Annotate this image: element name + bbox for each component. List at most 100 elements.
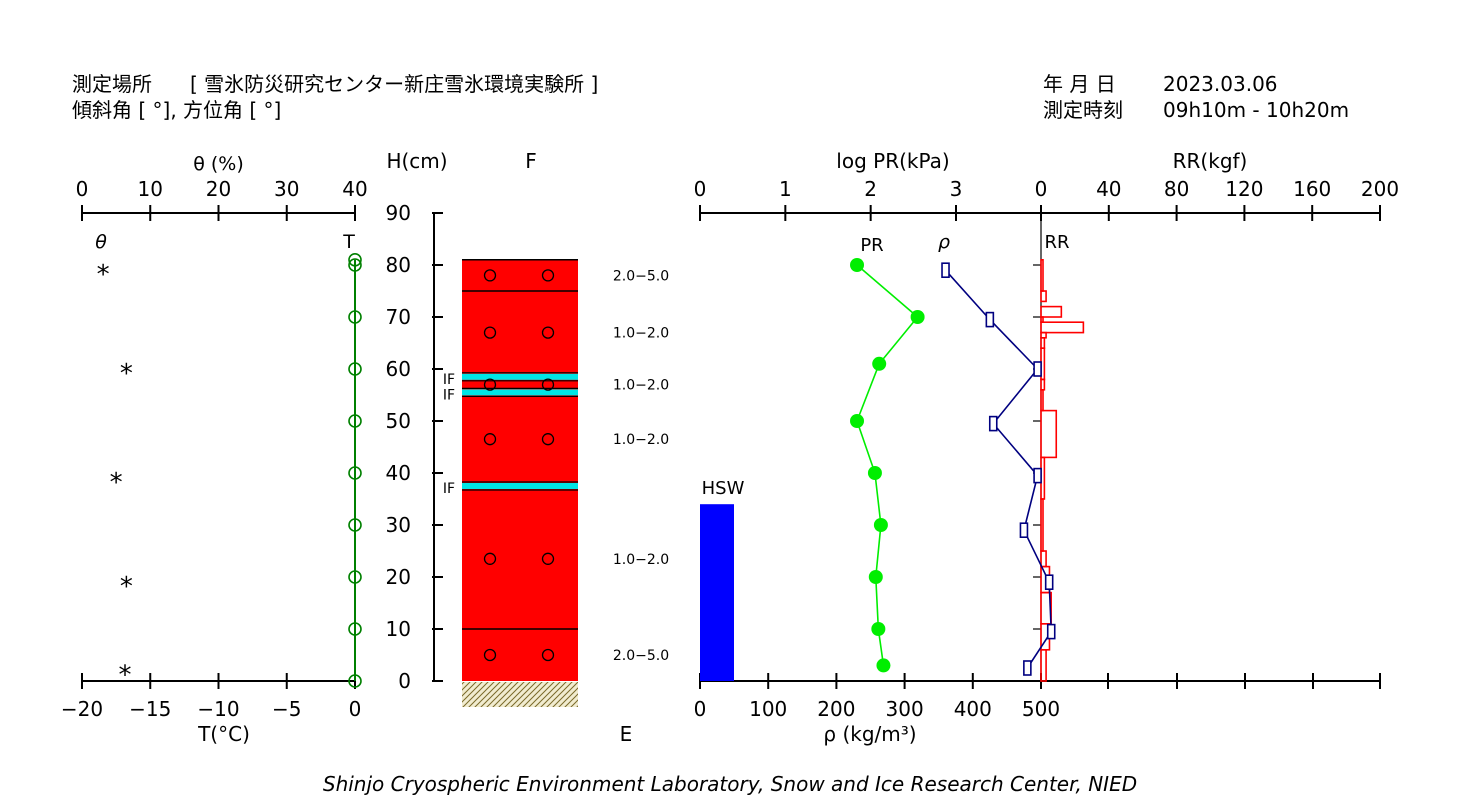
pr-point <box>867 466 882 480</box>
footer-credit: Shinjo Cryospheric Environment Laborator… <box>322 772 1138 796</box>
ice-layer <box>462 389 578 396</box>
water-content-point: * <box>120 572 133 602</box>
grain-shape-mark <box>483 433 497 446</box>
grain-shape-mark <box>541 552 555 565</box>
rr-bar <box>1040 550 1047 568</box>
snow-column <box>462 259 578 681</box>
water-content-point: * <box>118 661 131 691</box>
temperature-point <box>348 362 362 376</box>
pr-point <box>871 622 886 636</box>
temperature-tick-label: −15 <box>129 697 171 721</box>
grain-size-label: 2.0−5.0 <box>613 648 669 664</box>
temperature-point <box>348 414 362 428</box>
height-tick-label: 40 <box>386 461 411 485</box>
temperature-axis-title: T(°C) <box>197 722 250 746</box>
grain-shape-mark <box>483 648 497 662</box>
rr-tick-label: 40 <box>1096 177 1121 201</box>
time-label: 測定時刻 <box>1043 98 1123 122</box>
temperature-tick-label: −10 <box>197 697 239 721</box>
height-tick-label: 30 <box>386 513 411 537</box>
rr-tick-label: 160 <box>1293 177 1331 201</box>
grain-shape-mark <box>541 326 555 339</box>
rr-bar <box>1040 290 1047 303</box>
grain-size-label: 1.0−2.0 <box>613 378 669 394</box>
rr-bar <box>1040 409 1058 459</box>
pr-tick-label: 0 <box>694 177 707 201</box>
rr-bar <box>1040 498 1044 552</box>
density-tick-label: 200 <box>817 697 855 721</box>
density-point <box>941 262 950 279</box>
density-point <box>1033 467 1042 484</box>
temperature-point <box>348 310 362 324</box>
slope-label: 傾斜角 [ °], 方位角 [ °] <box>72 98 282 122</box>
height-tick-label: 80 <box>386 253 411 277</box>
temperature-point <box>348 570 362 584</box>
density-point <box>1019 522 1029 539</box>
rr-tick-label: 120 <box>1225 177 1263 201</box>
grain-shape-mark <box>541 269 555 282</box>
pr-point <box>872 356 887 371</box>
density-tick-label: 100 <box>749 697 787 721</box>
t-label: T <box>342 231 355 253</box>
rr-tick-label: 0 <box>1035 177 1048 201</box>
rr-bar <box>1040 258 1044 292</box>
temperature-point <box>348 466 362 480</box>
grain-size-label: 1.0−2.0 <box>613 432 669 448</box>
ice-layer-label: IF <box>443 481 455 497</box>
grain-shape-mark <box>541 433 555 446</box>
rr-bar <box>1040 378 1046 391</box>
ice-layer <box>462 373 578 380</box>
density-point <box>1044 574 1054 591</box>
rr-bar <box>1040 321 1085 334</box>
pr-point <box>868 570 883 584</box>
rr-bar <box>1040 388 1044 412</box>
density-point <box>1046 623 1056 640</box>
height-axis-title: H(cm) <box>386 149 447 173</box>
theta-tick-label: 20 <box>206 177 231 201</box>
height-tick-label: 10 <box>386 617 411 641</box>
ram-bottom-label: E <box>620 722 633 746</box>
site-name: [ 雪氷防災研究センター新庄雪氷環境実験所 ] <box>190 72 599 96</box>
density-point <box>988 415 998 432</box>
height-tick-label: 60 <box>386 357 411 381</box>
pr-point <box>850 414 865 428</box>
pr-line <box>856 264 919 666</box>
grain-shape-mark <box>483 326 497 339</box>
rr-axis-title: RR(kgf) <box>1173 149 1248 173</box>
theta-axis-title: θ (%) <box>193 153 244 175</box>
water-content-point: * <box>110 468 123 498</box>
density-point <box>1023 660 1032 676</box>
density-series-label: ρ <box>938 231 950 253</box>
grain-shape-mark <box>541 378 555 391</box>
temperature-point <box>348 518 362 532</box>
height-tick-label: 50 <box>386 409 411 433</box>
theta-label: θ <box>95 231 107 253</box>
density-tick-label: 300 <box>886 697 924 721</box>
density-axis-title: ρ (kg/m³) <box>823 722 916 746</box>
pr-tick-label: 3 <box>950 177 963 201</box>
grain-shape-mark <box>483 269 497 282</box>
temperature-point <box>348 622 362 636</box>
pr-tick-label: 1 <box>779 177 792 201</box>
grain-shape-mark <box>541 648 555 662</box>
temperature-point <box>348 252 362 267</box>
grain-size-label: 2.0−5.0 <box>613 268 669 284</box>
density-tick-label: 400 <box>954 697 992 721</box>
date-value: 2023.03.06 <box>1163 72 1278 96</box>
ground-hatch <box>462 682 578 707</box>
grain-size-label: 1.0−2.0 <box>613 326 669 342</box>
pr-tick-label: 2 <box>864 177 877 201</box>
rr-bar <box>1040 305 1063 318</box>
rr-tick-label: 80 <box>1164 177 1189 201</box>
temperature-tick-label: 0 <box>349 697 362 721</box>
water-content-point: * <box>120 359 133 389</box>
density-point <box>1033 361 1042 377</box>
height-tick-label: 70 <box>386 305 411 329</box>
site-label: 測定場所 <box>72 72 152 96</box>
ice-layer <box>462 483 578 489</box>
temperature-point <box>348 258 362 272</box>
pr-point <box>876 658 891 673</box>
theta-tick-label: 10 <box>138 177 163 201</box>
ice-layer-label: IF <box>443 372 455 388</box>
